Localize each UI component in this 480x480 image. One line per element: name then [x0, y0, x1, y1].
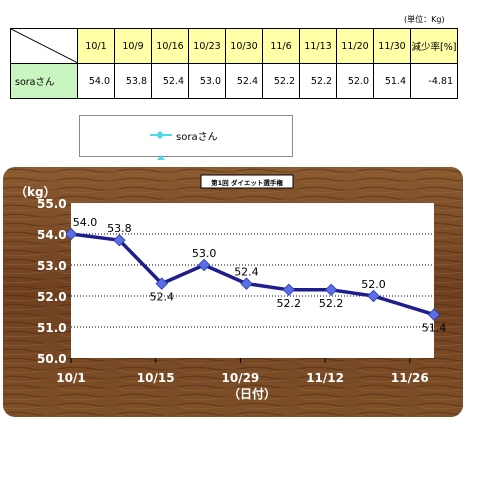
table-cell: 52.4: [151, 63, 189, 99]
table-row: soraさん 54.0 53.8 52.4 53.0 52.4 52.2 52.…: [10, 63, 458, 99]
y-tick-label: 50.0: [37, 352, 67, 366]
table-header-cell: 11/6: [262, 28, 300, 64]
data-label: 54.0: [73, 216, 98, 229]
data-label: 52.2: [319, 297, 344, 310]
y-axis-label: （kg）: [15, 184, 56, 199]
data-label: 53.8: [107, 222, 132, 235]
weight-table: 10/1 10/9 10/16 10/23 10/30 11/6 11/13 1…: [10, 28, 458, 99]
table-header-cell: 減少率[%]: [410, 28, 458, 64]
row-name-cell: soraさん: [10, 63, 78, 99]
x-tick-label: 11/12: [306, 371, 344, 385]
table-header-cell: 10/9: [114, 28, 152, 64]
data-point: [113, 233, 126, 247]
x-axis-label: （日付）: [228, 386, 276, 401]
data-label: 53.0: [192, 247, 217, 260]
weight-chart: 54.0 53.8 52.4 53.0 52.4 52.2 52.2 52.0 51.4 50.…: [3, 167, 463, 417]
table-corner-cell: [10, 28, 78, 64]
table-header-row: 10/1 10/9 10/16 10/23 10/30 11/6 11/13 1…: [10, 28, 458, 64]
data-point: [240, 277, 253, 290]
x-tick-label: 10/29: [222, 371, 260, 385]
table-cell: 52.2: [262, 63, 300, 99]
table-cell: 51.4: [373, 63, 411, 99]
y-tick-label: 52.0: [37, 290, 67, 304]
chart-title-box: [200, 174, 294, 189]
table-cell: 53.8: [114, 63, 152, 99]
data-point: [282, 283, 296, 297]
data-label: 52.0: [361, 278, 386, 291]
y-tick-label: 54.0: [37, 228, 67, 242]
data-point: [324, 283, 338, 297]
data-label: 52.4: [150, 291, 175, 304]
data-point: [155, 277, 168, 290]
data-point: [64, 227, 78, 241]
table-cell: -4.81: [410, 63, 458, 99]
table-cell: 52.0: [336, 63, 374, 99]
data-point: [367, 289, 380, 303]
chart-legend[interactable]: soraさん: [79, 115, 293, 157]
y-tick-label: 51.0: [37, 321, 67, 335]
diagonal-line: [11, 29, 78, 63]
table-header-cell: 11/13: [299, 28, 337, 64]
table-header-cell: 11/20: [336, 28, 374, 64]
x-tick-label: 10/1: [56, 371, 85, 385]
table-cell: 52.2: [299, 63, 337, 99]
x-tick-label: 11/26: [391, 371, 429, 385]
data-label: 51.4: [422, 322, 447, 335]
table-header-cell: 10/23: [188, 28, 226, 64]
legend-label: soraさん: [176, 132, 218, 143]
y-tick-label: 55.0: [37, 197, 67, 211]
data-label: 52.2: [277, 297, 302, 310]
table-header-cell: 11/30: [373, 28, 411, 64]
table-cell: 53.0: [188, 63, 226, 99]
y-tick-label: 53.0: [37, 259, 67, 273]
chart-title: 第1回 ダイエット選手権: [211, 178, 283, 187]
plot-area: [71, 203, 434, 358]
table-header-cell: 10/30: [225, 28, 263, 64]
selection-handle-icon[interactable]: [157, 155, 165, 160]
data-point: [427, 308, 441, 321]
x-tick-label: 10/15: [137, 371, 175, 385]
data-label: 52.4: [234, 266, 259, 279]
table-header-cell: 10/1: [77, 28, 115, 64]
table-header-cell: 10/16: [151, 28, 189, 64]
table-cell: 52.4: [225, 63, 263, 99]
legend-series-marker: [155, 130, 165, 140]
data-point: [197, 258, 211, 272]
table-cell: 54.0: [77, 63, 115, 99]
unit-note: (単位：Kg): [404, 15, 445, 24]
